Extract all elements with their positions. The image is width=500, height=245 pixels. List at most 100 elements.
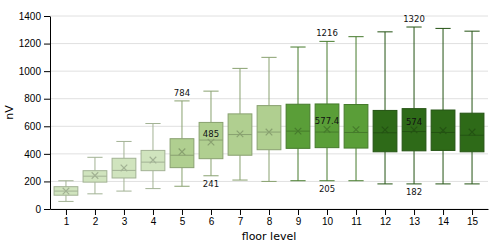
- mean-marker: [208, 139, 215, 146]
- median: [402, 131, 426, 132]
- mean-marker: [324, 126, 331, 133]
- annotation: 784: [174, 88, 190, 98]
- lower-whisker: [94, 182, 95, 194]
- lower-whisker: [181, 168, 182, 187]
- box-body: [344, 105, 368, 149]
- box: [83, 157, 107, 194]
- x-tick-label: 3: [122, 216, 128, 227]
- y-axis: 0200400600800100012001400: [19, 11, 51, 215]
- x-tick-label: 8: [267, 216, 273, 227]
- x-tick: 15: [467, 209, 479, 227]
- upper-cap: [348, 36, 363, 37]
- x-tick-mark: [240, 209, 241, 215]
- lower-cap: [174, 186, 189, 187]
- x-tick-label: 6: [209, 216, 215, 227]
- mean-marker: [150, 157, 157, 164]
- upper-cap: [203, 91, 218, 92]
- box-body: [170, 139, 194, 168]
- y-tick: 800: [24, 93, 50, 104]
- box-body: [460, 113, 484, 152]
- box: [402, 27, 426, 184]
- box-body: [112, 158, 136, 178]
- box-body: [228, 114, 252, 155]
- y-tick-mark: [44, 209, 50, 210]
- lower-whisker: [210, 159, 211, 176]
- lower-whisker: [472, 152, 473, 184]
- upper-cap: [377, 31, 392, 32]
- box-body: [54, 187, 78, 196]
- x-tick-mark: [153, 209, 154, 215]
- lower-cap: [87, 193, 102, 194]
- mean-marker: [266, 129, 273, 136]
- mean-marker: [63, 188, 70, 195]
- upper-cap: [261, 57, 276, 58]
- mean-marker: [295, 128, 302, 135]
- box: [170, 101, 194, 186]
- mean-marker: [237, 131, 244, 138]
- y-tick-mark: [44, 99, 50, 100]
- box: [199, 91, 223, 176]
- y-tick-label: 1400: [19, 11, 42, 22]
- box: [141, 124, 165, 189]
- upper-cap: [174, 100, 189, 101]
- box: [54, 181, 78, 202]
- y-axis-line: [50, 17, 51, 210]
- median: [199, 140, 223, 141]
- box: [257, 57, 281, 181]
- y-tick: 1200: [19, 38, 50, 49]
- x-tick-mark: [211, 209, 212, 215]
- x-tick-label: 5: [180, 216, 186, 227]
- annotation: 574: [406, 117, 422, 127]
- annotations: 7844852411216577.42051320574182: [174, 14, 425, 197]
- upper-whisker: [181, 101, 182, 139]
- mean-marker: [382, 127, 389, 134]
- x-tick-label: 12: [380, 216, 392, 227]
- x-tick-label: 11: [351, 216, 362, 227]
- y-tick-label: 400: [24, 149, 41, 160]
- box-body: [373, 110, 397, 151]
- x-tick: 9: [296, 209, 302, 227]
- y-tick-label: 200: [24, 176, 41, 187]
- x-tick-mark: [327, 209, 328, 215]
- x-tick-label: 15: [467, 216, 479, 227]
- x-tick-mark: [95, 209, 96, 215]
- x-tick-mark: [124, 209, 125, 215]
- mean-marker: [121, 165, 128, 172]
- median: [170, 155, 194, 156]
- upper-cap: [435, 28, 450, 29]
- box: [460, 31, 484, 184]
- lower-cap: [377, 183, 392, 184]
- y-tick-mark: [44, 71, 50, 72]
- plot: 0200400600800100012001400123456789101112…: [19, 11, 489, 227]
- grid: [50, 16, 488, 209]
- x-tick-label: 2: [93, 216, 99, 227]
- upper-cap: [232, 68, 247, 69]
- box: [112, 141, 136, 191]
- lower-whisker: [327, 148, 328, 181]
- x-tick-mark: [414, 209, 415, 215]
- upper-whisker: [94, 157, 95, 170]
- x-tick-mark: [443, 209, 444, 215]
- x-tick: 3: [122, 209, 128, 227]
- x-tick-label: 7: [238, 216, 244, 227]
- annotation: 1216: [316, 28, 338, 38]
- x-tick-label: 9: [296, 216, 302, 227]
- median: [431, 132, 455, 133]
- y-tick-mark: [44, 16, 50, 17]
- lower-cap: [232, 180, 247, 181]
- upper-cap: [319, 41, 334, 42]
- lower-whisker: [385, 152, 386, 184]
- upper-cap: [116, 141, 131, 142]
- x-tick-label: 14: [438, 216, 450, 227]
- upper-whisker: [123, 141, 124, 158]
- upper-whisker: [327, 41, 328, 104]
- mean-marker: [179, 148, 186, 155]
- box-body: [83, 171, 107, 182]
- x-tick: 2: [93, 209, 99, 227]
- x-tick-mark: [356, 209, 357, 215]
- x-tick: 12: [380, 209, 392, 227]
- annotation: 205: [319, 184, 335, 194]
- x-axis-title: floor level: [242, 230, 297, 243]
- upper-cap: [145, 123, 160, 124]
- mean-marker: [469, 129, 476, 136]
